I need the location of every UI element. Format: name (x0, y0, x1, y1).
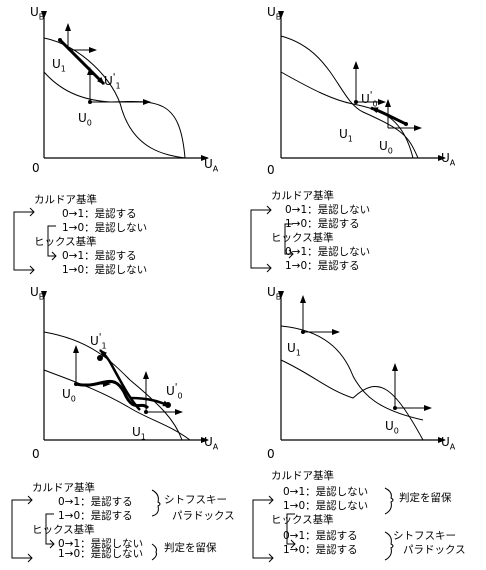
y-axis-label: UB (30, 5, 45, 22)
move-curve-1 (75, 379, 150, 410)
frontier-0 (43, 331, 183, 441)
frontier-0 (280, 35, 419, 159)
u1-prime-label: U'1 (104, 72, 121, 91)
u0-label: U0 (62, 387, 76, 404)
bracket-4 (252, 495, 296, 563)
bracket-1 (13, 207, 57, 275)
y-axis-label: UB (267, 285, 282, 302)
hicks-title-2: ヒックス基準 (271, 232, 334, 244)
u1-prime-label: U'1 (90, 332, 107, 351)
hicks-1to0-1: 1→0：是認しない (62, 264, 148, 276)
kaldor-0to1-3: 0→1：是認する (58, 496, 133, 508)
paradox-label-2: パラドックス (403, 544, 466, 556)
u1-label: U1 (132, 425, 146, 442)
panel-4: UB UA 0 U1 U0 カルドア基準 0→1：是認しない 1→0：是認しない… (243, 280, 486, 563)
frontier-0 (43, 37, 186, 159)
x-axis-label: UA (204, 435, 219, 452)
hicks-0to1-1: 0→1：是認する (62, 250, 137, 262)
kaldor-title-2: カルドア基準 (271, 190, 334, 202)
u0-prime-label: U'0 (361, 90, 378, 109)
origin-label: 0 (32, 447, 40, 461)
kaldor-title-3: カルドア基準 (32, 482, 95, 494)
diagram-3 (41, 291, 209, 443)
x-axis-label: UA (441, 151, 456, 168)
hicks-1to0-3: 1→0：是認しない (58, 548, 144, 560)
panel-2: UB UA 0 U'0 U1 U0 カルドア基準 0→1：是認しない 1→0：是… (243, 0, 486, 280)
x-axis-label: UA (204, 157, 219, 174)
y-axis-label: UB (267, 5, 282, 22)
bracket-2 (250, 205, 294, 273)
diagram-2 (278, 11, 446, 161)
diagram-4 (278, 291, 446, 443)
u0-label: U0 (379, 139, 393, 156)
paradox-label-2: パラドックス (172, 510, 235, 522)
move-curve (58, 38, 106, 86)
panel-3: UB UA 0 U'1 U'0 U0 U1 カルドア基準 0→1：是認する 1→… (0, 280, 243, 563)
origin-label: 0 (267, 447, 275, 461)
u0-prime-label: U'0 (166, 382, 183, 401)
u0-label: U0 (78, 111, 92, 128)
origin-label: 0 (32, 161, 40, 175)
panel-1: UB UA 0 U1 U'1 U0 カルドア基準 0→1：是認する 1→0：是認… (0, 0, 243, 280)
diagram-1 (41, 11, 209, 161)
hicks-title-1: ヒックス基準 (34, 236, 97, 248)
kaldor-1to0-1: 1→0：是認しない (62, 222, 148, 234)
paradox-label-1: シトフスキー (164, 494, 227, 506)
hicks-title-3: ヒックス基準 (32, 524, 95, 536)
u1-label: U1 (339, 127, 353, 144)
kaldor-1to0-3: 1→0：是認する (58, 510, 133, 522)
kaldor-title-4: カルドア基準 (271, 470, 334, 482)
x-axis-label: UA (441, 435, 456, 452)
hicks-title-4: ヒックス基準 (271, 514, 334, 526)
kaldor-1to0-2: 1→0：是認する (285, 218, 360, 230)
frontier-1 (280, 71, 414, 159)
paradox-label-1: シトフスキー (393, 530, 456, 542)
kaldor-title-1: カルドア基準 (34, 194, 97, 206)
move-curve-2 (99, 349, 141, 411)
origin-label: 0 (267, 163, 275, 177)
kaldor-0to1-2: 0→1：是認しない (285, 204, 371, 216)
frontier-0 (280, 325, 424, 421)
y-axis-label: UB (30, 285, 45, 302)
kaldor-0to1-4: 0→1：是認しない (283, 486, 369, 498)
brace-4 (384, 487, 394, 561)
hold-label: 判定を留保 (399, 492, 452, 504)
u1-label: U1 (52, 57, 66, 74)
kaldor-0to1-1: 0→1：是認する (62, 208, 137, 220)
hicks-0to1-2: 0→1：是認しない (285, 246, 371, 258)
hicks-0to1-3: 0→1：是認しない (58, 538, 144, 550)
hicks-1to0-2: 1→0：是認する (285, 260, 360, 272)
hold-label: 判定を留保 (164, 542, 217, 554)
u1-label: U1 (287, 341, 301, 358)
hicks-1to0-4: 1→0：是認する (283, 544, 358, 556)
hicks-0to1-4: 0→1：是認する (283, 530, 358, 542)
frontier-1 (43, 369, 191, 441)
u0-label: U0 (385, 419, 399, 436)
kaldor-1to0-4: 1→0：是認しない (283, 500, 369, 512)
frontier-1 (280, 359, 424, 441)
brace-3 (151, 489, 161, 561)
